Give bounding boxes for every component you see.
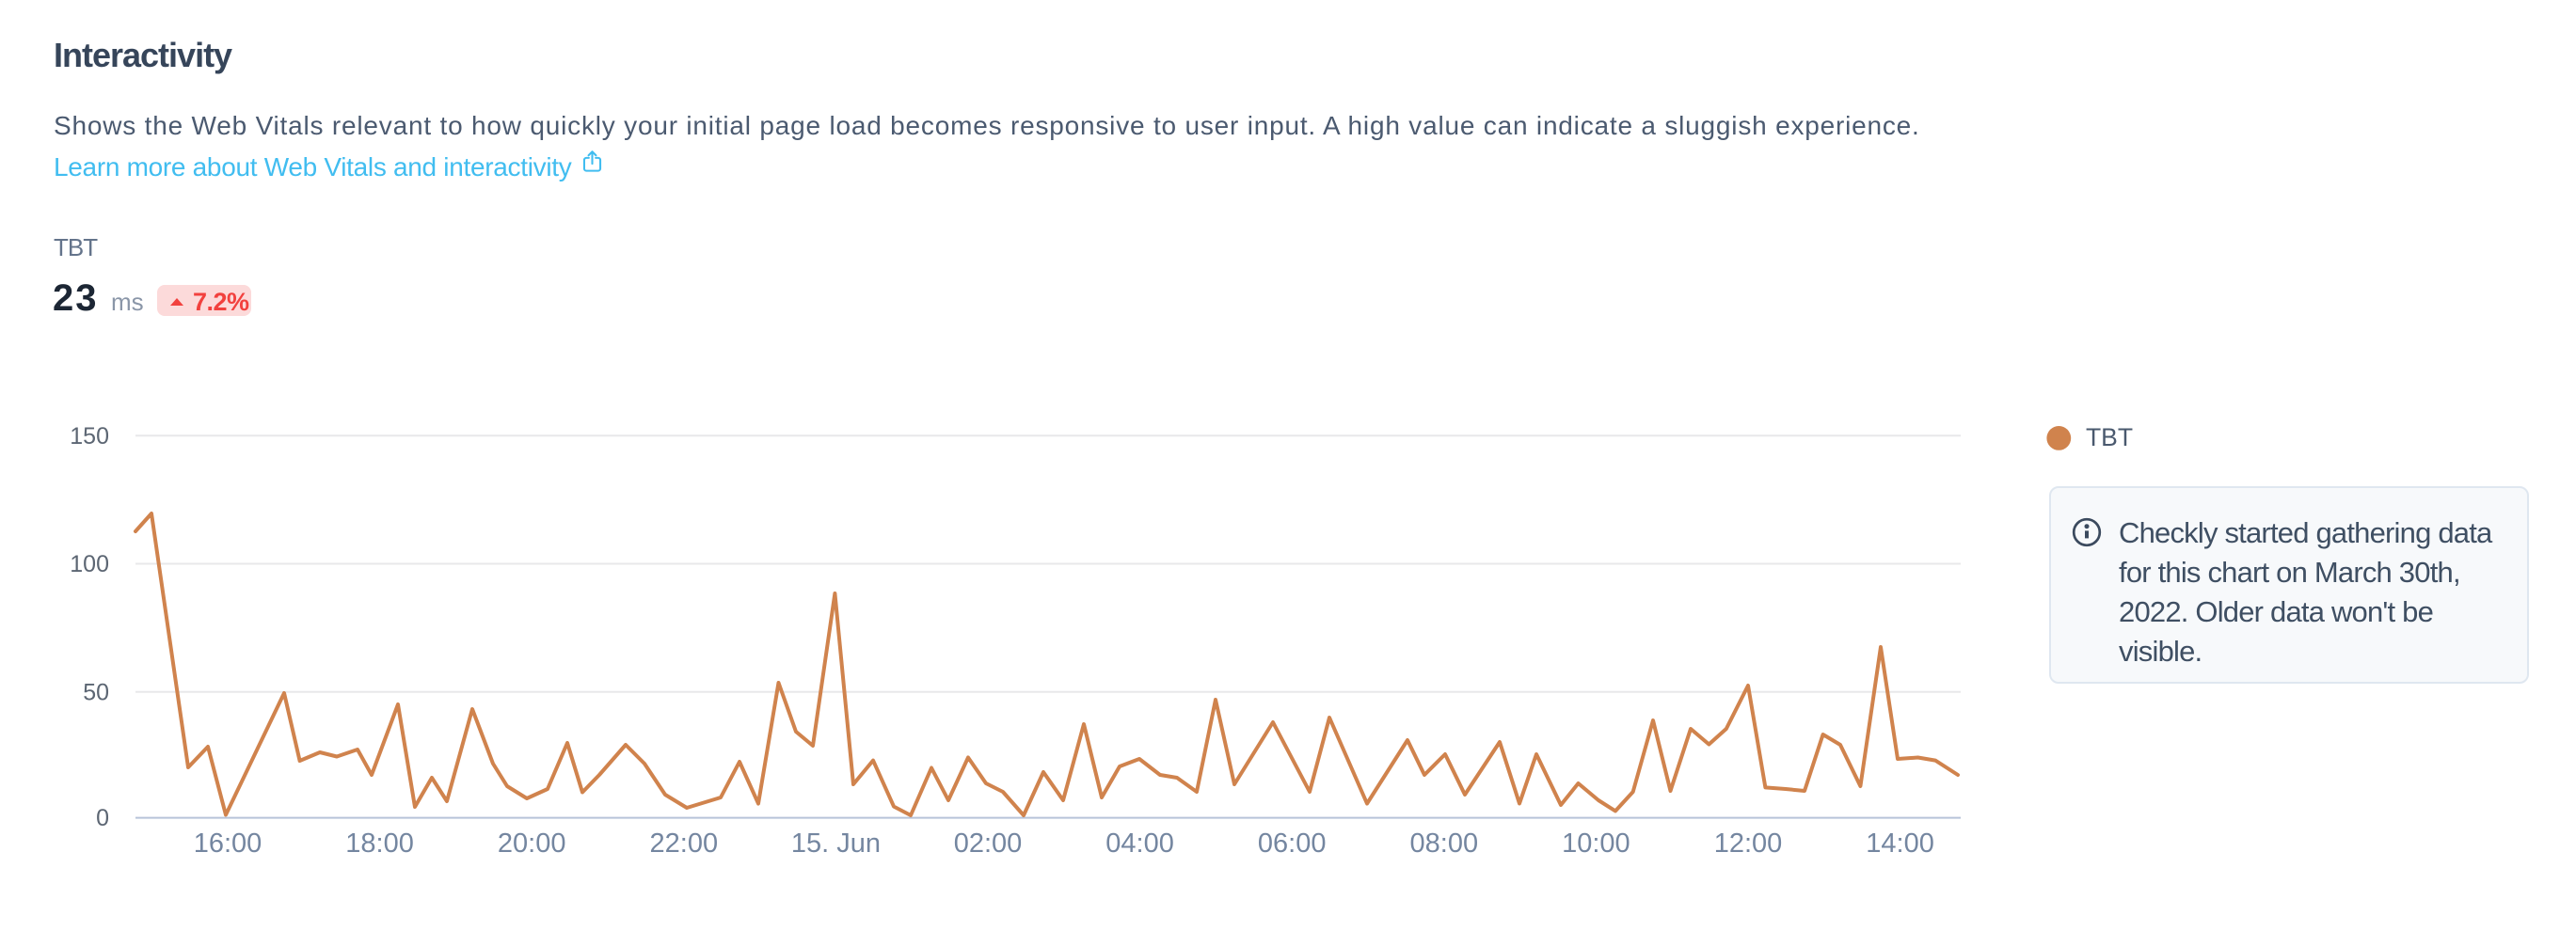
svg-text:100: 100 (70, 551, 109, 577)
svg-text:14:00: 14:00 (1866, 828, 1934, 859)
svg-text:0: 0 (96, 805, 109, 831)
svg-text:18:00: 18:00 (345, 828, 414, 859)
svg-text:08:00: 08:00 (1410, 828, 1479, 859)
svg-text:20:00: 20:00 (498, 828, 566, 859)
svg-text:50: 50 (83, 679, 109, 705)
svg-text:150: 150 (70, 423, 109, 450)
svg-text:06:00: 06:00 (1258, 828, 1327, 859)
svg-text:15. Jun: 15. Jun (791, 828, 881, 859)
svg-text:12:00: 12:00 (1714, 828, 1783, 859)
svg-text:02:00: 02:00 (954, 828, 1023, 859)
svg-text:TBT: TBT (2086, 423, 2133, 451)
svg-text:04:00: 04:00 (1105, 828, 1174, 859)
svg-text:16:00: 16:00 (194, 828, 262, 859)
svg-text:10:00: 10:00 (1562, 828, 1630, 859)
svg-text:22:00: 22:00 (650, 828, 719, 859)
